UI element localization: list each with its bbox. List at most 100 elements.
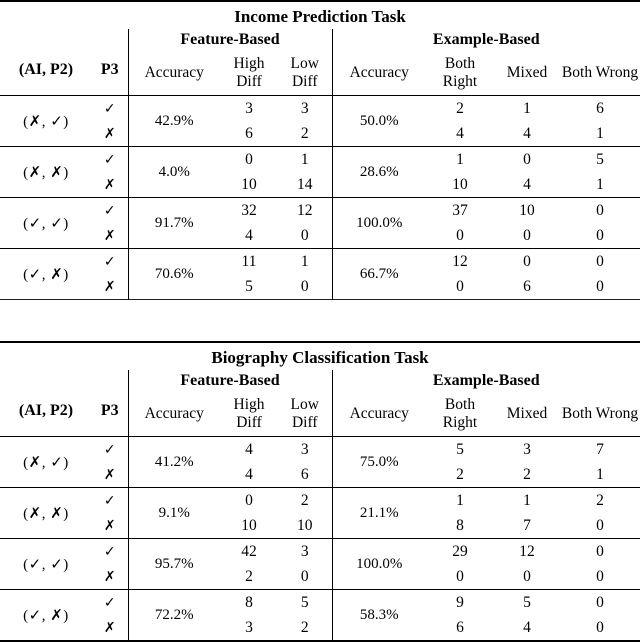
- col-header-high-diff: High Diff: [233, 395, 265, 431]
- eb-accuracy-value: 58.3%: [331, 589, 426, 641]
- both-wrong-value: 2: [560, 487, 640, 513]
- low-diff-value: 3: [278, 436, 332, 462]
- both-right-value: 10: [452, 175, 468, 193]
- high-diff-value: 11: [220, 248, 278, 274]
- col-header-fb-accuracy: Accuracy: [127, 392, 220, 437]
- mixed-value: 5: [494, 589, 560, 615]
- eb-accuracy-value: 50.0%: [331, 95, 426, 147]
- table-row: (✗, ✓) ✓ 41.2% 4 3 75.0% 5 3 7: [0, 436, 640, 488]
- pair-label: (✗, ✗): [0, 487, 92, 539]
- mixed-value: 0: [523, 567, 531, 585]
- high-diff-value: 10: [241, 175, 257, 193]
- eb-accuracy-value: 66.7%: [331, 248, 426, 300]
- eb-accuracy-value: 100.0%: [331, 197, 426, 249]
- income-prediction-table: Income Prediction Task (AI, P2) P3 Featu…: [0, 0, 640, 300]
- both-wrong-value: 0: [560, 248, 640, 274]
- p3-cross-mark: ✗: [103, 568, 116, 585]
- low-diff-value: 2: [278, 487, 332, 513]
- group-header-feature-based: Feature-Based: [127, 29, 332, 51]
- both-right-value: 8: [456, 516, 464, 534]
- fb-accuracy-value: 72.2%: [127, 589, 220, 641]
- p3-check-mark: ✓: [92, 248, 128, 274]
- both-wrong-value: 0: [560, 197, 640, 223]
- high-diff-value: 8: [220, 589, 278, 615]
- low-diff-value: 3: [278, 95, 332, 121]
- fb-accuracy-value: 70.6%: [127, 248, 220, 300]
- both-wrong-value: 1: [596, 124, 604, 142]
- col-header-both-wrong: Both Wrong: [561, 63, 639, 81]
- both-right-value: 6: [456, 618, 464, 636]
- low-diff-value: 5: [278, 589, 332, 615]
- low-diff-value: 10: [297, 516, 313, 534]
- mixed-value: 0: [523, 226, 531, 244]
- col-header-p3: P3: [100, 61, 119, 78]
- mixed-value: 1: [494, 95, 560, 121]
- table-row: (✗, ✗) ✓ 9.1% 0 2 21.1% 1 1 2: [0, 487, 640, 539]
- both-right-value: 4: [456, 124, 464, 142]
- table-title: Biography Classification Task: [211, 347, 429, 367]
- low-diff-value: 1: [278, 248, 332, 274]
- fb-accuracy-value: 4.0%: [127, 146, 220, 198]
- both-right-value: 5: [426, 436, 494, 462]
- both-right-value: 0: [456, 226, 464, 244]
- table-row: (✓, ✗) ✓ 70.6% 11 1 66.7% 12 0 0: [0, 248, 640, 300]
- p3-check-mark: ✓: [92, 538, 128, 564]
- mixed-value: 1: [494, 487, 560, 513]
- table-title: Income Prediction Task: [234, 6, 406, 26]
- both-right-value: 1: [426, 487, 494, 513]
- mixed-value: 4: [523, 124, 531, 142]
- eb-accuracy-value: 21.1%: [331, 487, 426, 539]
- fb-accuracy-value: 91.7%: [127, 197, 220, 249]
- mixed-value: 4: [523, 175, 531, 193]
- table-row: ✗ 6 2 4 4 1: [0, 121, 640, 147]
- biography-classification-table: Biography Classification Task (AI, P2) P…: [0, 341, 640, 642]
- p3-check-mark: ✓: [92, 95, 128, 121]
- both-wrong-value: 6: [560, 95, 640, 121]
- both-right-value: 2: [426, 95, 494, 121]
- high-diff-value: 4: [245, 465, 253, 483]
- mixed-value: 0: [494, 248, 560, 274]
- high-diff-value: 4: [220, 436, 278, 462]
- mixed-value: 0: [494, 146, 560, 172]
- col-header-mixed: Mixed: [506, 404, 548, 422]
- col-header-eb-accuracy: Accuracy: [331, 392, 426, 437]
- low-diff-value: 2: [300, 618, 309, 636]
- col-header-high-diff: High Diff: [233, 54, 265, 90]
- p3-cross-mark: ✗: [103, 619, 116, 636]
- pair-label: (✓, ✗): [0, 589, 92, 641]
- eb-accuracy-value: 28.6%: [331, 146, 426, 198]
- pair-label: (✓, ✓): [0, 538, 92, 590]
- p3-check-mark: ✓: [92, 487, 128, 513]
- low-diff-value: 12: [278, 197, 332, 223]
- fb-accuracy-value: 9.1%: [127, 487, 220, 539]
- high-diff-value: 0: [220, 487, 278, 513]
- mixed-value: 7: [523, 516, 531, 534]
- p3-check-mark: ✓: [92, 589, 128, 615]
- table-row: ✗ 10 10 8 7 0: [0, 513, 640, 539]
- both-wrong-value: 7: [560, 436, 640, 462]
- p3-cross-mark: ✗: [103, 125, 116, 142]
- p3-check-mark: ✓: [92, 146, 128, 172]
- both-wrong-value: 1: [596, 175, 604, 193]
- pair-label: (✗, ✓): [0, 95, 92, 147]
- table-row: ✗ 2 0 0 0 0: [0, 564, 640, 590]
- low-diff-value: 3: [278, 538, 332, 564]
- high-diff-value: 6: [245, 124, 253, 142]
- both-wrong-value: 0: [560, 538, 640, 564]
- low-diff-value: 2: [300, 124, 309, 142]
- fb-accuracy-value: 95.7%: [127, 538, 220, 590]
- low-diff-value: 14: [297, 175, 313, 193]
- both-right-value: 2: [456, 465, 464, 483]
- both-wrong-value: 0: [560, 589, 640, 615]
- col-header-both-right: Both Right: [442, 395, 478, 431]
- low-diff-value: 6: [300, 465, 309, 483]
- mixed-value: 4: [523, 618, 531, 636]
- high-diff-value: 10: [241, 516, 257, 534]
- table-row: ✗ 4 6 2 2 1: [0, 462, 640, 488]
- col-header-p3: P3: [100, 402, 119, 419]
- both-right-value: 1: [426, 146, 494, 172]
- group-header-example-based: Example-Based: [331, 370, 640, 392]
- p3-check-mark: ✓: [92, 436, 128, 462]
- both-right-value: 29: [426, 538, 494, 564]
